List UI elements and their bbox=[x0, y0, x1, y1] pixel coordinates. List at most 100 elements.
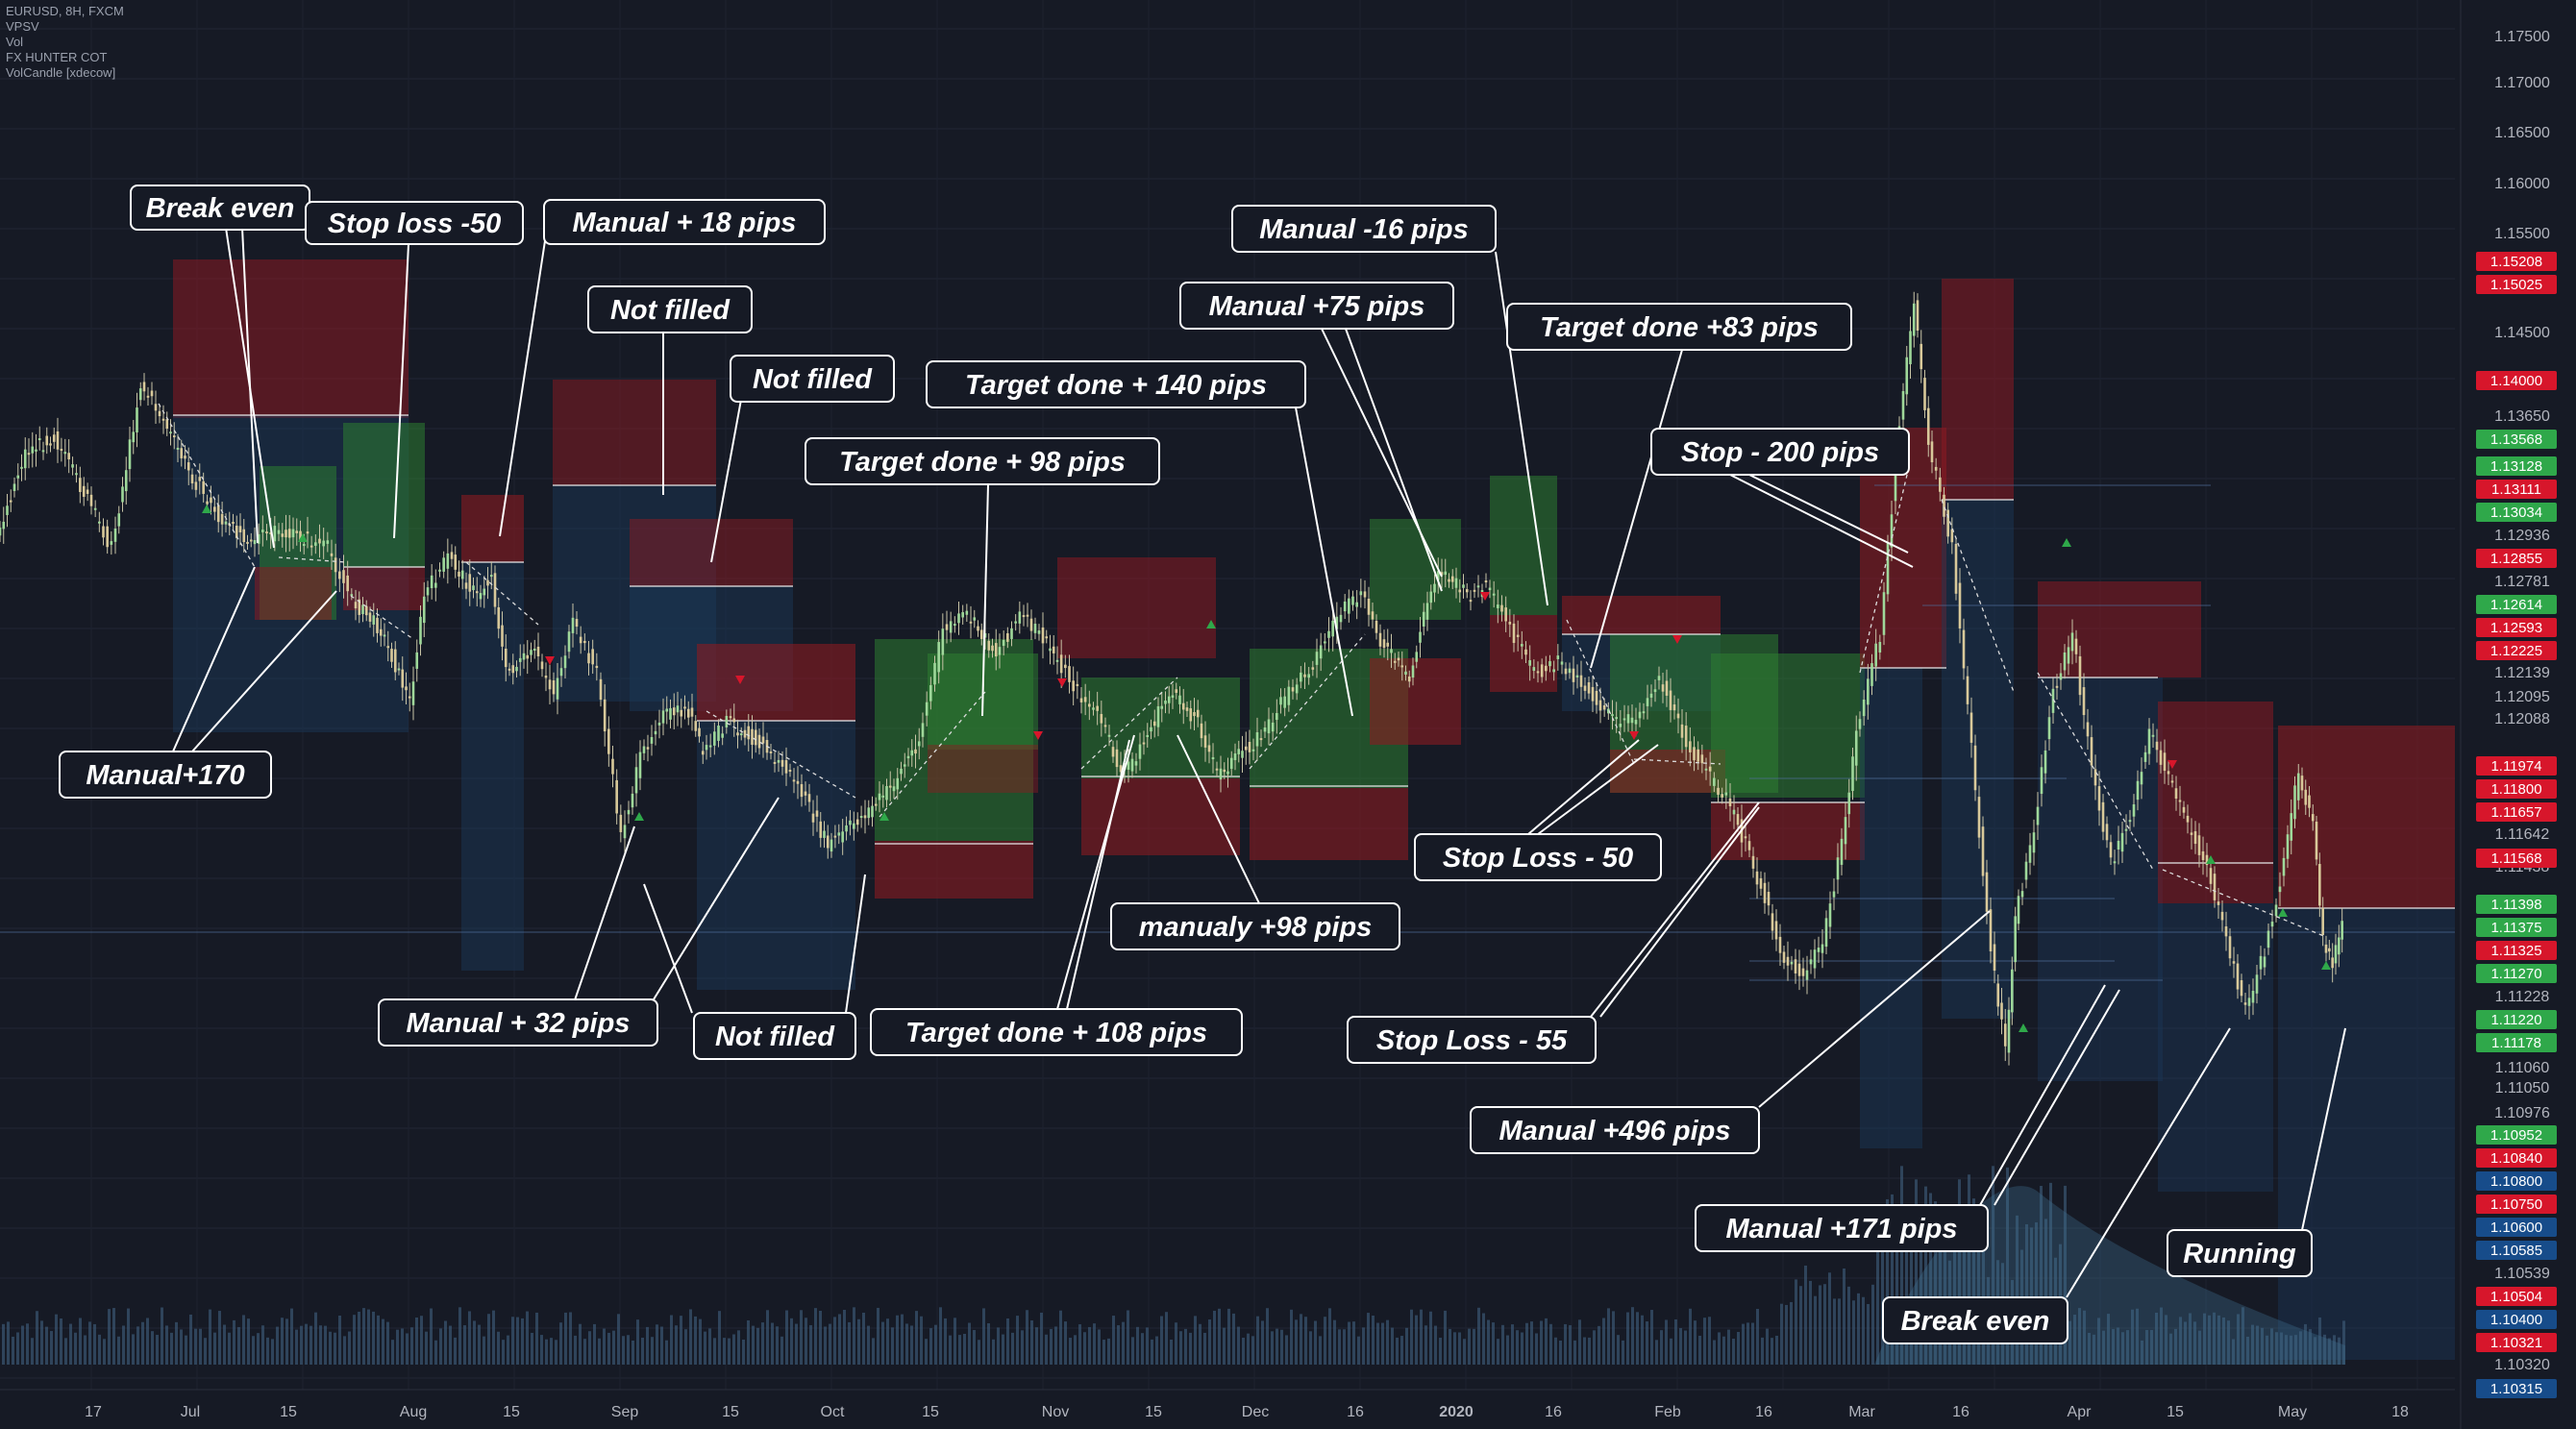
trade-zone[interactable] bbox=[697, 644, 855, 721]
price-flag[interactable] bbox=[2476, 480, 2557, 499]
price-flag[interactable] bbox=[2476, 1010, 2557, 1029]
callout-box[interactable] bbox=[693, 1012, 856, 1060]
callout-box[interactable] bbox=[2167, 1229, 2313, 1277]
callout-box[interactable] bbox=[1650, 428, 1910, 476]
indicator-vol[interactable]: Vol bbox=[6, 35, 24, 49]
callout-box[interactable] bbox=[1506, 303, 1852, 351]
callout-box[interactable] bbox=[1414, 833, 1662, 881]
trade-zone[interactable] bbox=[1370, 658, 1461, 745]
trend-line[interactable] bbox=[465, 561, 539, 626]
price-flag[interactable] bbox=[2476, 618, 2557, 637]
annotation-callout[interactable]: Manual + 18 pips bbox=[499, 199, 826, 537]
annotation-callout[interactable]: Not filled bbox=[587, 285, 753, 495]
annotation-callout[interactable]: Stop Loss - 55 bbox=[1347, 801, 1760, 1064]
price-flag[interactable] bbox=[2476, 964, 2557, 983]
annotation-callout[interactable]: Manual +496 pips bbox=[1470, 910, 1991, 1154]
trade-zone[interactable] bbox=[1942, 500, 2014, 1019]
callout-box[interactable] bbox=[543, 199, 826, 245]
annotation-callout[interactable]: Stop Loss - 50 bbox=[1414, 739, 1662, 881]
callout-box[interactable] bbox=[1470, 1106, 1760, 1154]
trade-zone[interactable] bbox=[1711, 653, 1865, 798]
indicator-fx-hunter-cot[interactable]: FX HUNTER COT bbox=[6, 50, 108, 64]
annotation-callout[interactable]: Manual + 32 pips bbox=[378, 797, 780, 1047]
price-flag[interactable] bbox=[2476, 756, 2557, 776]
trend-line[interactable] bbox=[1633, 758, 1721, 765]
price-flag[interactable] bbox=[2476, 595, 2557, 614]
callout-box[interactable] bbox=[1347, 1016, 1597, 1064]
indicator-vpsv[interactable]: VPSV bbox=[6, 19, 39, 34]
annotation-callout[interactable]: Target done + 140 pips bbox=[926, 360, 1353, 717]
price-flag[interactable] bbox=[2476, 1287, 2557, 1306]
callout-box[interactable] bbox=[1179, 282, 1454, 330]
callout-box[interactable] bbox=[870, 1008, 1243, 1056]
annotation-callout[interactable]: Manual +171 pips bbox=[1695, 984, 2120, 1252]
annotation-callout[interactable]: Target done +83 pips bbox=[1506, 303, 1852, 669]
trade-zone[interactable] bbox=[461, 562, 524, 971]
trend-line[interactable] bbox=[1566, 619, 1635, 765]
annotation-callout[interactable]: Not filled bbox=[710, 355, 895, 563]
callout-box[interactable] bbox=[305, 201, 524, 245]
price-flag[interactable] bbox=[2476, 275, 2557, 294]
price-flag[interactable] bbox=[2476, 895, 2557, 914]
trade-zone[interactable] bbox=[1081, 778, 1240, 855]
price-flag[interactable] bbox=[2476, 1125, 2557, 1145]
price-flag[interactable] bbox=[2476, 430, 2557, 449]
trade-zone[interactable] bbox=[875, 841, 1033, 899]
trade-zone[interactable] bbox=[2038, 678, 2163, 1081]
price-flag[interactable] bbox=[2476, 456, 2557, 476]
price-flag[interactable] bbox=[2476, 371, 2557, 390]
trade-zone[interactable] bbox=[343, 423, 425, 567]
price-flag[interactable] bbox=[2476, 941, 2557, 960]
price-flag[interactable] bbox=[2476, 252, 2557, 271]
trade-zone[interactable] bbox=[553, 380, 716, 485]
price-flag[interactable] bbox=[2476, 1241, 2557, 1260]
trend-line[interactable] bbox=[706, 710, 856, 799]
annotation-callout[interactable]: Manual -16 pips bbox=[1231, 205, 1548, 606]
indicator-volcandle[interactable]: VolCandle [xdecow] bbox=[6, 65, 116, 80]
annotation-callout[interactable]: Break even bbox=[130, 185, 310, 549]
annotation-callout[interactable]: Manual +75 pips bbox=[1179, 282, 1454, 592]
trade-zone[interactable] bbox=[1490, 476, 1557, 615]
price-flag[interactable] bbox=[2476, 549, 2557, 568]
price-flag[interactable] bbox=[2476, 779, 2557, 799]
trend-line[interactable] bbox=[158, 403, 256, 568]
price-flag[interactable] bbox=[2476, 1218, 2557, 1237]
price-axis[interactable]: 1.17500 1.17000 1.16500 1.16000 1.15500 1.145… bbox=[2455, 0, 2576, 1429]
trade-zone[interactable] bbox=[2158, 903, 2273, 1192]
trade-zone[interactable] bbox=[630, 519, 793, 586]
callout-box[interactable] bbox=[1110, 902, 1400, 950]
callout-box[interactable] bbox=[59, 751, 272, 799]
price-flag[interactable] bbox=[2476, 1333, 2557, 1352]
callout-box[interactable] bbox=[587, 285, 753, 333]
price-flag[interactable] bbox=[2476, 1310, 2557, 1329]
trade-zone[interactable] bbox=[173, 259, 409, 418]
time-axis[interactable]: 17 Jul 15 Aug 15 Sep 15 Oct 15 Nov 15 Dec 16 2020 16 Fe… bbox=[0, 1389, 2455, 1429]
price-flag[interactable] bbox=[2476, 1195, 2557, 1214]
price-flag[interactable] bbox=[2476, 1148, 2557, 1168]
price-flag[interactable] bbox=[2476, 802, 2557, 822]
price-flag[interactable] bbox=[2476, 641, 2557, 660]
annotation-callout[interactable]: Manual+170 bbox=[59, 566, 337, 799]
trade-zone[interactable] bbox=[2038, 581, 2201, 678]
trade-zone[interactable] bbox=[255, 567, 332, 620]
trade-zone[interactable] bbox=[2158, 702, 2273, 903]
annotation-callout[interactable]: manualy +98 pips bbox=[1110, 734, 1400, 950]
trade-zone[interactable] bbox=[461, 495, 524, 562]
trade-zone[interactable] bbox=[1370, 519, 1461, 620]
callout-box[interactable] bbox=[1695, 1204, 1989, 1252]
trend-line[interactable] bbox=[2162, 869, 2327, 938]
callout-box[interactable] bbox=[730, 355, 895, 403]
price-flag[interactable] bbox=[2476, 918, 2557, 937]
price-flag[interactable] bbox=[2476, 503, 2557, 522]
trade-zone[interactable] bbox=[1942, 279, 2014, 500]
price-flag[interactable] bbox=[2476, 1171, 2557, 1191]
trend-line[interactable] bbox=[1080, 677, 1178, 770]
annotation-callout[interactable]: Target done + 98 pips bbox=[805, 437, 1160, 717]
callout-box[interactable] bbox=[805, 437, 1160, 485]
trade-zone[interactable] bbox=[2278, 908, 2456, 1360]
price-flag[interactable] bbox=[2476, 849, 2557, 868]
trade-zone[interactable] bbox=[928, 745, 1038, 793]
trade-zone[interactable] bbox=[1860, 668, 1922, 1148]
